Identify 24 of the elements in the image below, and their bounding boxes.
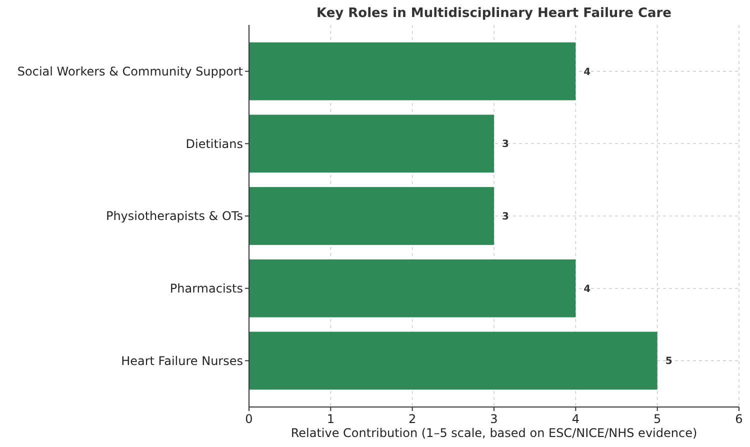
x-tick-label: 2: [408, 412, 416, 426]
y-tick-label: Heart Failure Nurses: [121, 354, 243, 368]
data-label: 3: [502, 212, 509, 222]
bar: [249, 259, 576, 318]
y-tick-label: Social Workers & Community Support: [17, 64, 244, 79]
bar: [249, 114, 494, 173]
x-tick-label: 1: [326, 412, 334, 426]
y-tick-label: Pharmacists: [170, 282, 243, 296]
y-tick-label: Dietitians: [186, 136, 243, 151]
data-label: 3: [502, 139, 509, 150]
x-tick-label: 0: [245, 412, 253, 426]
data-label: 4: [584, 66, 591, 78]
data-label: 4: [584, 284, 591, 295]
x-axis-title: Relative Contribution (1–5 scale, based on ESC/NICE/NHS evidence): [290, 426, 698, 440]
x-tick-label: 4: [572, 412, 580, 426]
bar: [249, 42, 576, 100]
y-tick-label: Physiotherapists & OTs: [106, 209, 243, 224]
bar: [249, 187, 494, 245]
x-tick-label: 6: [735, 412, 743, 426]
chart-title: Key Roles in Multidisciplinary Heart Failure Care: [316, 6, 672, 21]
x-tick-label: 3: [490, 412, 498, 426]
data-label: 5: [665, 356, 672, 368]
bar: [249, 332, 658, 390]
x-tick-label: 5: [654, 412, 662, 426]
